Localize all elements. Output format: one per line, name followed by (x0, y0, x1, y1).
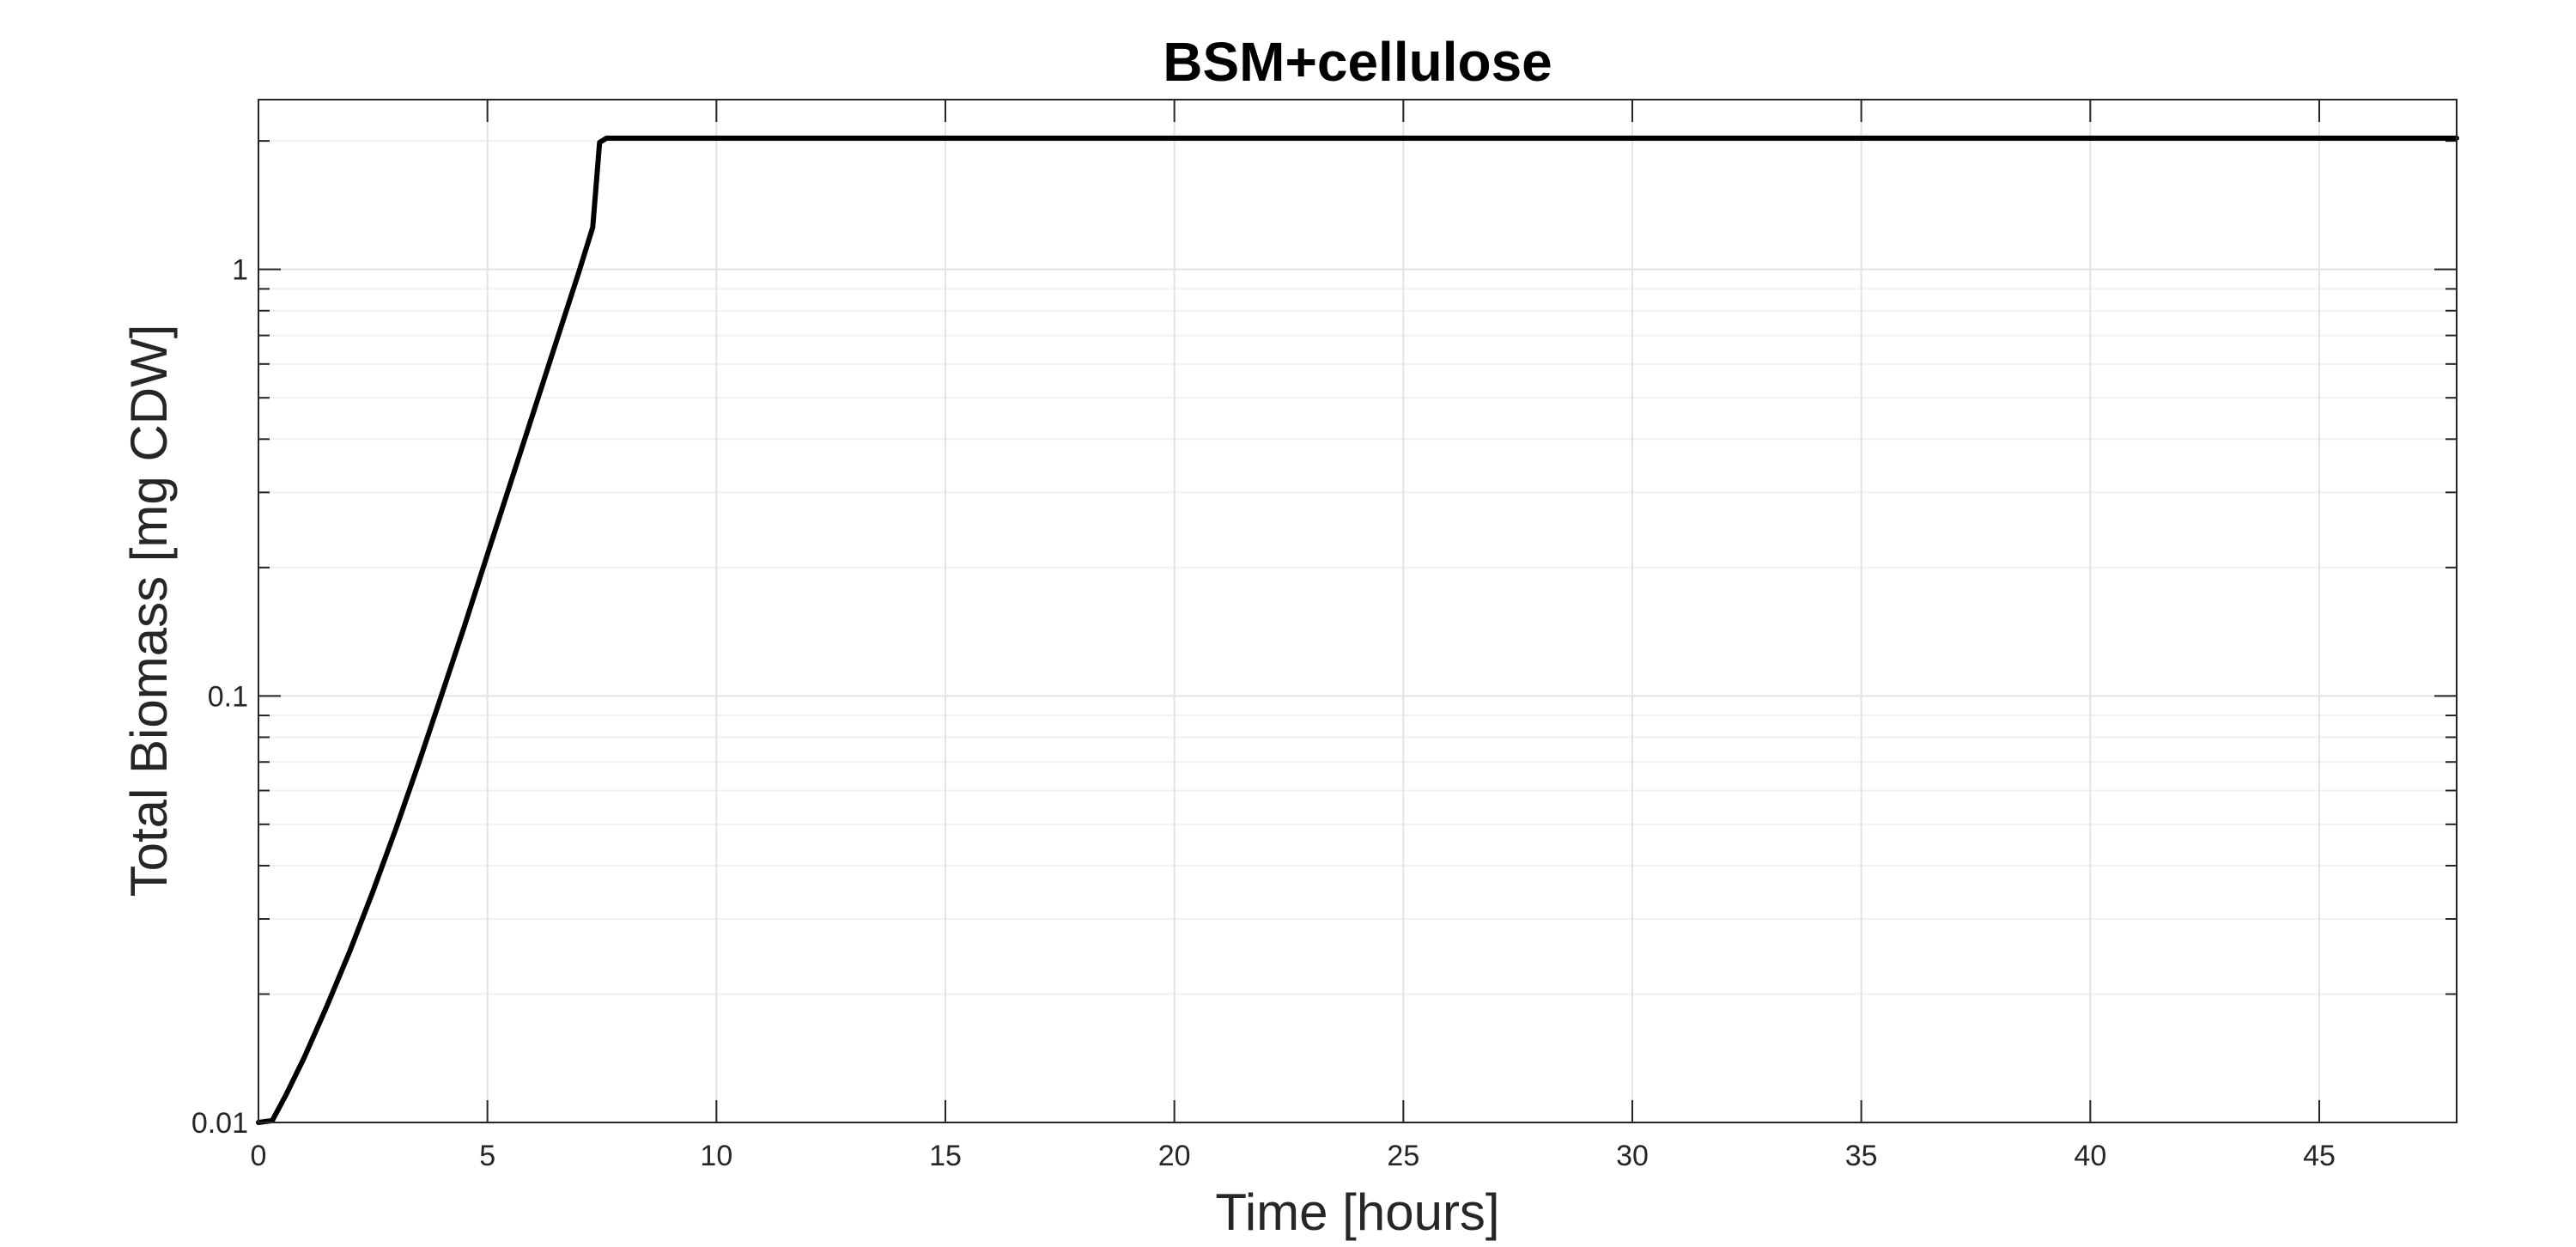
x-tick-label: 10 (700, 1140, 732, 1172)
x-axis-label: Time [hours] (1215, 1183, 1499, 1241)
y-tick-label: 1 (232, 254, 248, 287)
y-axis-label: Total Biomass [mg CDW] (120, 325, 178, 897)
grid-layer (258, 100, 2457, 1122)
x-tick-label: 30 (1616, 1140, 1649, 1172)
x-tick-label: 20 (1158, 1140, 1191, 1172)
tick-layer (258, 100, 2457, 1123)
series-line (256, 135, 2459, 1125)
plot-frame (258, 99, 2458, 1123)
chart-title: BSM+cellulose (1163, 31, 1552, 93)
x-tick-label: 35 (1845, 1140, 1878, 1172)
x-tick-label: 15 (929, 1140, 962, 1172)
x-tick-label: 45 (2303, 1140, 2336, 1172)
y-tick-label: 0.01 (191, 1107, 248, 1140)
x-tick-label: 25 (1387, 1140, 1419, 1172)
x-tick-label: 0 (251, 1140, 267, 1172)
x-tick-label: 40 (2074, 1140, 2106, 1172)
series-layer (256, 135, 2459, 1125)
label-layer: 0.010.110 5 10 15 20 25 30 35 40 45 (191, 254, 2336, 1172)
y-tick-label: 0.1 (208, 680, 248, 713)
x-tick-label: 5 (479, 1140, 495, 1172)
